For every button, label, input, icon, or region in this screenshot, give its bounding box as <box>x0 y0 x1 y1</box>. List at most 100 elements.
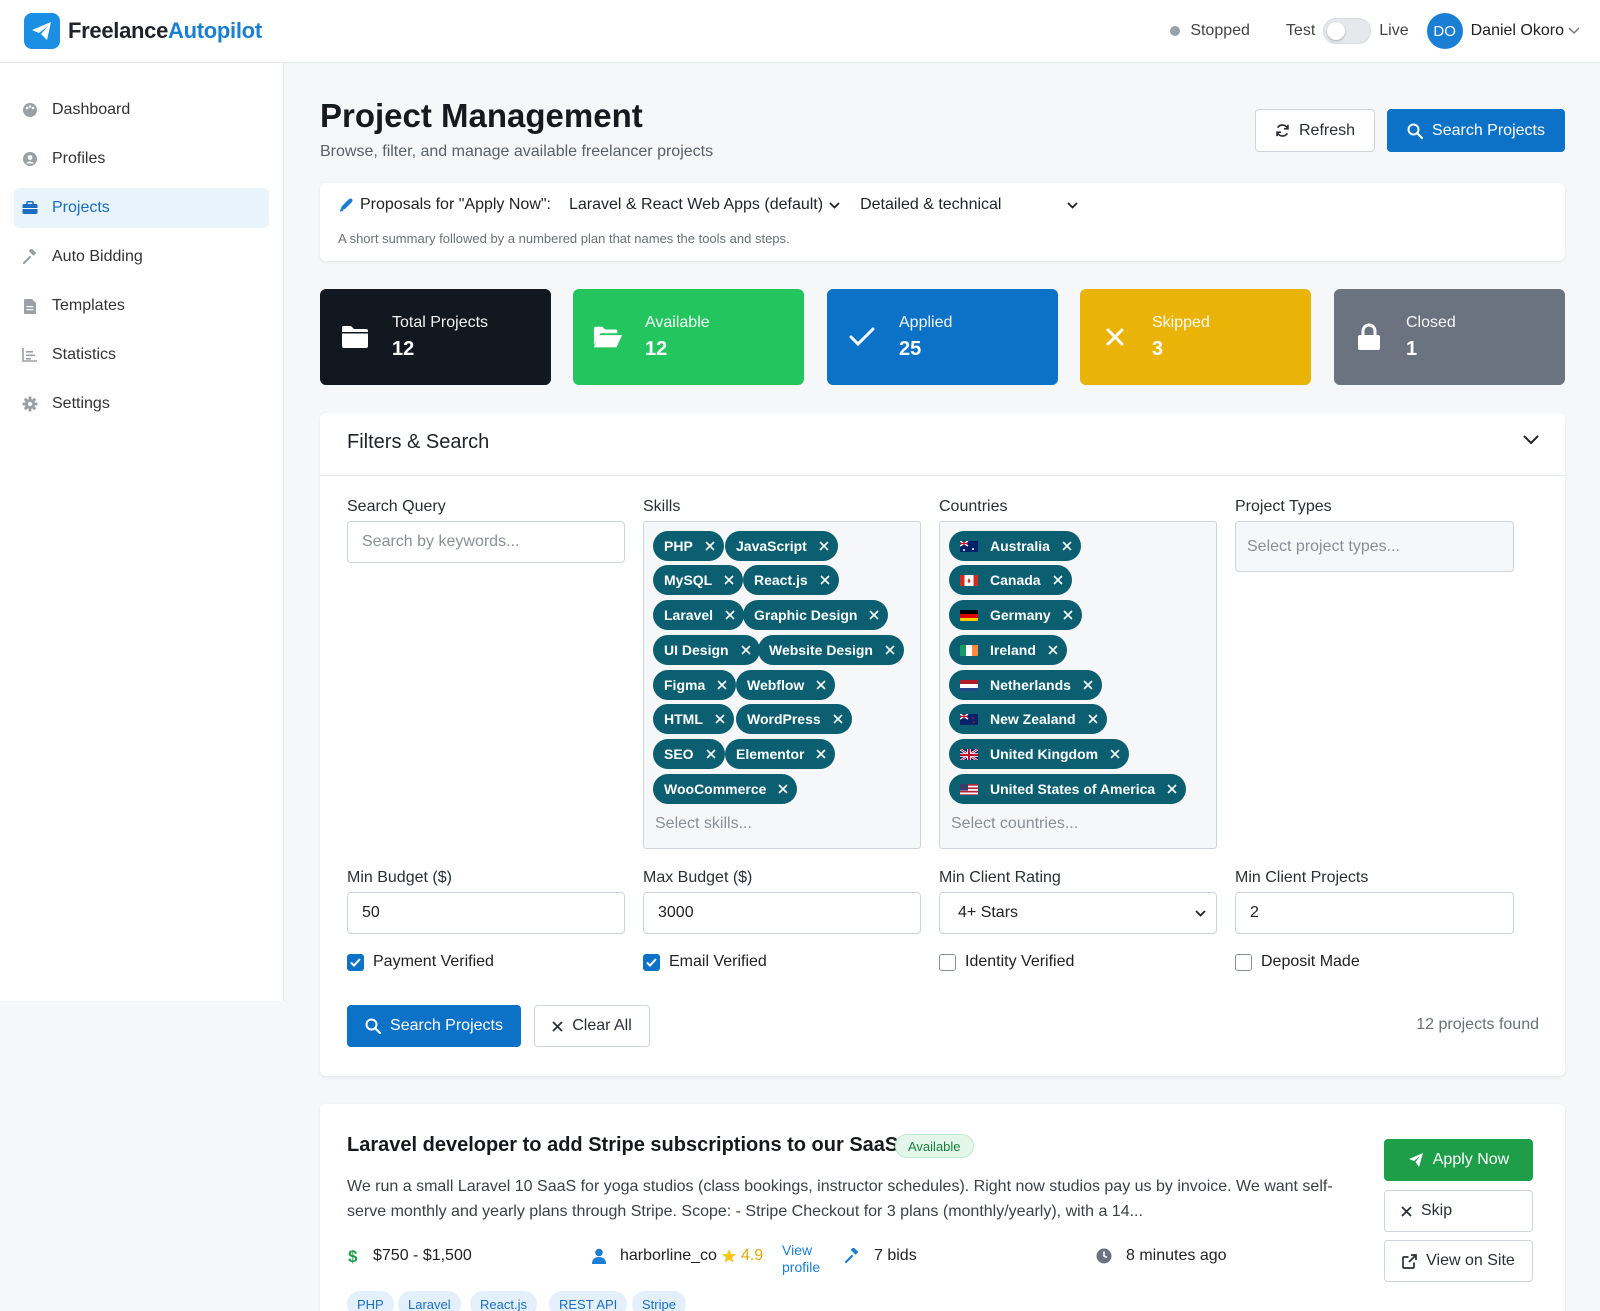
brand[interactable]: FreelanceAutopilot <box>24 13 262 49</box>
canada-flag-icon <box>960 574 978 586</box>
remove-icon[interactable] <box>819 541 829 551</box>
proposal-hint: A short summary followed by a numbered p… <box>338 231 790 246</box>
proposal-template-select[interactable]: Laravel & React Web Apps (default) <box>569 196 840 214</box>
remove-icon[interactable] <box>725 610 735 620</box>
remove-icon[interactable] <box>1062 541 1072 551</box>
sidebar-item-dashboard[interactable]: Dashboard <box>14 90 269 130</box>
avatar[interactable]: DO <box>1426 13 1463 49</box>
stat-skipped[interactable]: Skipped 3 <box>1080 289 1311 385</box>
client-name: harborline_co <box>620 1247 717 1264</box>
search-projects-button[interactable]: Search Projects <box>1387 109 1565 152</box>
sidebar-item-settings[interactable]: Settings <box>14 384 269 424</box>
sidebar-item-projects[interactable]: Projects <box>14 188 269 228</box>
skills-multiselect[interactable]: PHP JavaScript MySQL React.js Laravel Gr… <box>643 521 921 849</box>
min-client-projects-input[interactable]: 2 <box>1235 892 1514 934</box>
remove-icon[interactable] <box>816 680 826 690</box>
briefcase-icon <box>22 200 38 216</box>
filters-search-button[interactable]: Search Projects <box>347 1005 521 1047</box>
remove-icon[interactable] <box>706 749 716 759</box>
min-rating-value: 4+ Stars <box>958 904 1019 921</box>
remove-icon[interactable] <box>1110 749 1120 759</box>
remove-icon[interactable] <box>1063 610 1073 620</box>
country-chip: New Zealand <box>949 704 1107 734</box>
refresh-button[interactable]: Refresh <box>1255 109 1375 152</box>
remove-icon[interactable] <box>885 645 895 655</box>
project-types-select[interactable]: Select project types... <box>1235 521 1514 572</box>
remove-icon[interactable] <box>1053 575 1063 585</box>
skill-chip: UI Design <box>653 635 760 665</box>
skip-label: Skip <box>1421 1202 1453 1219</box>
send-icon <box>1408 1153 1423 1167</box>
sidebar-item-label: Profiles <box>52 150 106 167</box>
max-budget-input[interactable]: 3000 <box>643 892 921 934</box>
project-posted: 8 minutes ago <box>1096 1247 1227 1265</box>
country-chip: United States of America <box>949 774 1187 804</box>
apply-now-button[interactable]: Apply Now <box>1384 1139 1533 1181</box>
email-verified-checkbox[interactable]: Email Verified <box>643 953 767 971</box>
payment-verified-checkbox[interactable]: Payment Verified <box>347 953 494 971</box>
skill-chip: React.js <box>743 565 839 595</box>
sidebar-item-auto-bidding[interactable]: Auto Bidding <box>14 237 269 277</box>
external-link-icon <box>1402 1253 1418 1269</box>
remove-icon[interactable] <box>1167 784 1177 794</box>
stat-closed[interactable]: Closed 1 <box>1334 289 1565 385</box>
remove-icon[interactable] <box>820 575 830 585</box>
identity-verified-checkbox[interactable]: Identity Verified <box>939 953 1074 971</box>
proposal-style-select[interactable]: Detailed & technical <box>860 196 1078 214</box>
checkbox-label: Identity Verified <box>965 953 1075 970</box>
remove-icon[interactable] <box>1083 680 1093 690</box>
gear-icon <box>22 396 38 412</box>
project-title[interactable]: Laravel developer to add Stripe subscrip… <box>347 1134 899 1156</box>
countries-placeholder[interactable]: Select countries... <box>951 815 1079 832</box>
file-icon <box>22 298 38 314</box>
remove-icon[interactable] <box>816 749 827 759</box>
chevron-down-icon[interactable] <box>1568 27 1580 35</box>
checkbox-label: Email Verified <box>669 953 767 970</box>
gavel-icon <box>844 1248 858 1264</box>
project-skill-tag: REST API <box>549 1291 628 1311</box>
remove-icon[interactable] <box>778 784 789 794</box>
remove-icon[interactable] <box>705 541 715 551</box>
view-profile-link[interactable]: View profile <box>782 1242 821 1275</box>
project-card: Laravel developer to add Stripe subscrip… <box>320 1104 1565 1311</box>
stat-available[interactable]: Available 12 <box>573 289 804 385</box>
project-skill-tag: Stripe <box>632 1291 686 1311</box>
remove-icon[interactable] <box>869 610 880 620</box>
stat-total-projects[interactable]: Total Projects 12 <box>320 289 551 385</box>
remove-icon[interactable] <box>1088 714 1098 724</box>
svg-text:$: $ <box>348 1247 358 1265</box>
user-name[interactable]: Daniel Okoro <box>1470 22 1564 39</box>
remove-icon[interactable] <box>715 714 725 724</box>
remove-icon[interactable] <box>1048 645 1058 655</box>
mode-toggle[interactable] <box>1323 18 1372 44</box>
remove-icon[interactable] <box>833 714 843 724</box>
paper-plane-logo-icon <box>24 13 60 49</box>
min-budget-input[interactable]: 50 <box>347 892 625 934</box>
sidebar-item-label: Statistics <box>52 346 117 363</box>
remove-icon[interactable] <box>741 645 751 655</box>
page-title: Project Management <box>320 97 643 134</box>
min-rating-select[interactable]: 4+ Stars <box>939 892 1217 934</box>
clear-all-button[interactable]: Clear All <box>534 1005 650 1047</box>
skill-chip: HTML <box>653 704 734 734</box>
filters-header[interactable]: Filters & Search <box>320 413 1565 476</box>
checkbox-checked-icon <box>347 953 364 971</box>
mode-live-label: Live <box>1379 22 1409 39</box>
skip-button[interactable]: Skip <box>1384 1190 1533 1232</box>
view-on-site-label: View on Site <box>1426 1252 1515 1269</box>
countries-multiselect[interactable]: Australia Canada Germany Ireland Netherl… <box>939 521 1217 849</box>
stat-applied[interactable]: Applied 25 <box>827 289 1058 385</box>
deposit-made-checkbox[interactable]: Deposit Made <box>1235 953 1360 971</box>
skills-placeholder[interactable]: Select skills... <box>655 815 752 832</box>
chevron-down-icon[interactable] <box>1523 435 1539 445</box>
sidebar-item-statistics[interactable]: Statistics <box>14 335 269 375</box>
close-icon <box>552 1020 563 1032</box>
remove-icon[interactable] <box>724 575 734 585</box>
sidebar-item-templates[interactable]: Templates <box>14 286 269 326</box>
view-on-site-button[interactable]: View on Site <box>1384 1240 1533 1282</box>
sidebar-item-profiles[interactable]: Profiles <box>14 139 269 179</box>
gavel-icon <box>22 249 38 265</box>
folder-icon <box>340 325 370 349</box>
search-input[interactable]: Search by keywords... <box>347 521 625 563</box>
remove-icon[interactable] <box>717 680 727 690</box>
